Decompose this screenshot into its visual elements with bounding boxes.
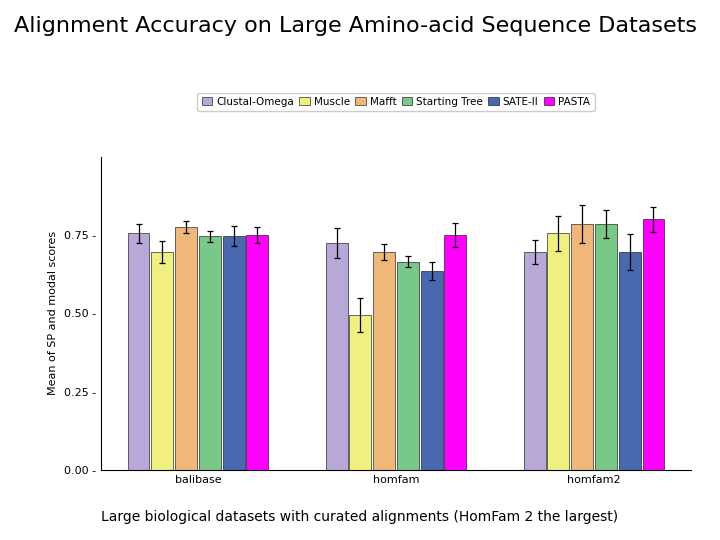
Bar [618,252,641,470]
Bar [397,261,419,470]
Bar [222,237,245,470]
Bar [547,233,570,470]
Bar [246,235,269,470]
Bar [373,252,395,470]
Bar [127,233,150,470]
Bar [595,224,617,470]
Bar [199,237,221,470]
Bar [175,227,197,470]
Bar [571,224,593,470]
Legend: Clustal-Omega, Muscle, Mafft, Starting Tree, SATE-II, PASTA: Clustal-Omega, Muscle, Mafft, Starting T… [197,93,595,111]
Bar [444,235,467,470]
Y-axis label: Mean of SP and modal scores: Mean of SP and modal scores [48,231,58,395]
Bar [325,243,348,470]
Text: Large biological datasets with curated alignments (HomFam 2 the largest): Large biological datasets with curated a… [102,510,618,524]
Bar [151,252,174,470]
Bar [420,271,443,470]
Bar [523,252,546,470]
Text: Alignment Accuracy on Large Amino-acid Sequence Datasets: Alignment Accuracy on Large Amino-acid S… [14,16,698,36]
Bar [642,219,665,470]
Bar [349,315,372,470]
